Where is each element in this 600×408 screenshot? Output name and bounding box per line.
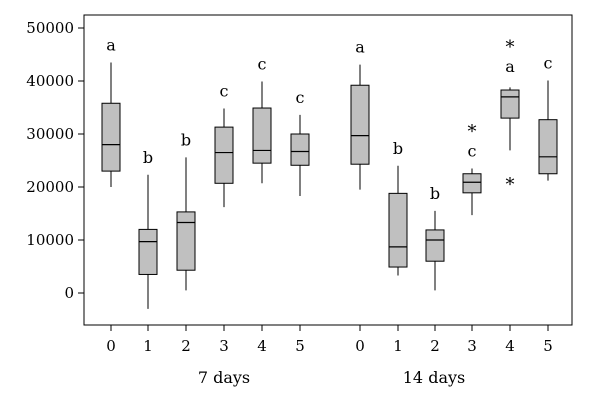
- x-tick-label: 3: [219, 337, 229, 355]
- significance-letter: b: [181, 130, 191, 149]
- box-7-days-0: [101, 62, 121, 187]
- group-labels-layer: 7 days 14 days: [198, 368, 465, 387]
- x-tick-label: 0: [106, 337, 116, 355]
- significance-letter: c: [544, 53, 553, 72]
- x-tick-label: 1: [143, 337, 153, 355]
- significance-letter: c: [468, 141, 477, 160]
- box-7-days-1: [138, 174, 158, 309]
- plot-frame: [83, 14, 573, 326]
- box-7-days-4: [252, 81, 272, 184]
- x-tick-label: 5: [295, 337, 305, 355]
- iqr-box: [500, 89, 520, 119]
- x-tick-label: 4: [505, 337, 515, 355]
- iqr-box: [290, 133, 310, 166]
- iqr-box: [350, 84, 370, 165]
- significance-letter: c: [296, 88, 305, 107]
- significance-letter: b: [393, 139, 403, 158]
- iqr-box: [138, 228, 158, 275]
- group-label: 14 days: [403, 368, 465, 387]
- x-tick-label: 5: [543, 337, 553, 355]
- y-tick-label: 50000: [26, 19, 74, 37]
- y-tick-label: 40000: [26, 72, 74, 90]
- box-14-days-4: **: [500, 37, 520, 196]
- significance-letter: b: [143, 148, 153, 167]
- y-tick-label: 30000: [26, 125, 74, 143]
- box-14-days-1: [388, 165, 408, 276]
- x-tick-label: 4: [257, 337, 267, 355]
- box-14-days-0: [350, 64, 370, 190]
- x-tick-label: 2: [181, 337, 191, 355]
- significance-letters-layer: a b b c c c a b b c a c: [106, 35, 552, 202]
- x-tick-label: 3: [467, 337, 477, 355]
- significance-letter: a: [106, 35, 116, 54]
- box-7-days-5: [290, 114, 310, 197]
- x-axis: 0 1 2 3 4 5 0 1 2 3 4 5: [106, 325, 553, 355]
- y-tick-label: 0: [64, 284, 74, 302]
- box-14-days-3: *: [462, 122, 482, 216]
- iqr-box: [425, 229, 445, 262]
- iqr-box: [462, 173, 482, 194]
- y-tick-label: 10000: [26, 231, 74, 249]
- box-7-days-3: [214, 108, 234, 208]
- iqr-box: [214, 126, 234, 184]
- x-tick-label: 1: [393, 337, 403, 355]
- box-14-days-2: [425, 210, 445, 291]
- significance-letter: a: [505, 57, 515, 76]
- outlier-marker: *: [506, 37, 515, 58]
- iqr-box: [538, 119, 558, 175]
- significance-letter: a: [355, 38, 365, 57]
- y-tick-label: 20000: [26, 178, 74, 196]
- iqr-box: [252, 107, 272, 164]
- x-tick-label: 0: [355, 337, 365, 355]
- group-label: 7 days: [198, 368, 250, 387]
- significance-letter: b: [430, 184, 440, 203]
- boxes-layer: ***: [101, 37, 558, 309]
- y-axis: 50000 40000 30000 20000 10000 0: [26, 19, 84, 302]
- outlier-marker: *: [468, 122, 477, 143]
- outlier-marker: *: [506, 175, 515, 196]
- significance-letter: c: [220, 82, 229, 101]
- significance-letter: c: [258, 55, 267, 74]
- box-14-days-5: [538, 80, 558, 181]
- box-7-days-2: [176, 157, 196, 291]
- iqr-box: [388, 192, 408, 268]
- x-tick-label: 2: [430, 337, 440, 355]
- iqr-box: [101, 102, 121, 172]
- iqr-box: [176, 211, 196, 271]
